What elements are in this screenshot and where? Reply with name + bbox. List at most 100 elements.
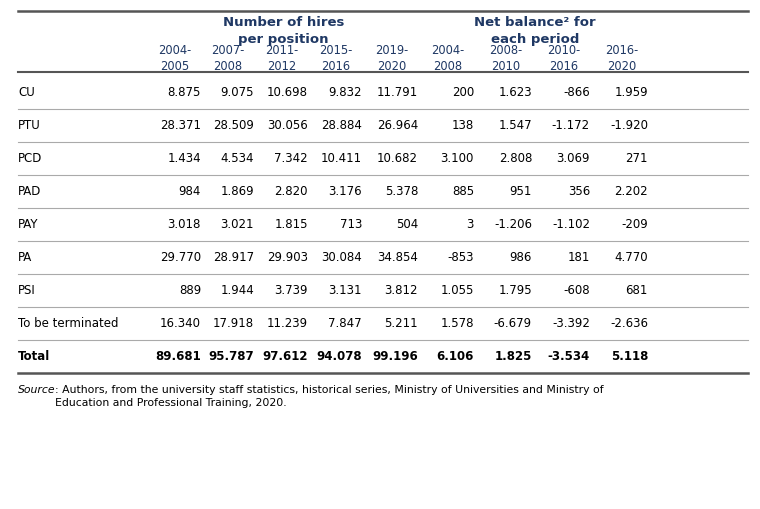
Text: 99.196: 99.196 (372, 350, 418, 363)
Text: 26.964: 26.964 (377, 119, 418, 132)
Text: 9.832: 9.832 (328, 86, 362, 99)
Text: 8.875: 8.875 (168, 86, 201, 99)
Text: 1.434: 1.434 (167, 152, 201, 165)
Text: 3.812: 3.812 (385, 284, 418, 297)
Text: -853: -853 (448, 251, 474, 264)
Text: 1.623: 1.623 (499, 86, 532, 99)
Text: 5.211: 5.211 (385, 317, 418, 330)
Text: -1.206: -1.206 (494, 218, 532, 231)
Text: 1.869: 1.869 (220, 185, 254, 198)
Text: 3.131: 3.131 (328, 284, 362, 297)
Text: 3.739: 3.739 (274, 284, 308, 297)
Text: 1.795: 1.795 (499, 284, 532, 297)
Text: 2011-
2012: 2011- 2012 (265, 44, 299, 73)
Text: 1.815: 1.815 (274, 218, 308, 231)
Text: 2008-
2010: 2008- 2010 (489, 44, 523, 73)
Text: 9.075: 9.075 (220, 86, 254, 99)
Text: Source: Source (18, 385, 55, 395)
Text: To be terminated: To be terminated (18, 317, 119, 330)
Text: 713: 713 (340, 218, 362, 231)
Text: 504: 504 (396, 218, 418, 231)
Text: 138: 138 (451, 119, 474, 132)
Text: 986: 986 (510, 251, 532, 264)
Text: 1.578: 1.578 (441, 317, 474, 330)
Text: 3.176: 3.176 (328, 185, 362, 198)
Text: PAY: PAY (18, 218, 39, 231)
Text: 2004-
2005: 2004- 2005 (158, 44, 192, 73)
Text: 951: 951 (510, 185, 532, 198)
Text: 16.340: 16.340 (160, 317, 201, 330)
Text: 1.055: 1.055 (441, 284, 474, 297)
Text: 89.681: 89.681 (155, 350, 201, 363)
Text: : Authors, from the university staff statistics, historical series, Ministry of : : Authors, from the university staff sta… (55, 385, 603, 408)
Text: 681: 681 (625, 284, 648, 297)
Text: -2.636: -2.636 (610, 317, 648, 330)
Text: 885: 885 (452, 185, 474, 198)
Text: 94.078: 94.078 (316, 350, 362, 363)
Text: 10.411: 10.411 (321, 152, 362, 165)
Text: 2016-
2020: 2016- 2020 (606, 44, 638, 73)
Text: 29.770: 29.770 (160, 251, 201, 264)
Text: Net balance² for
each period: Net balance² for each period (474, 16, 596, 46)
Text: 7.847: 7.847 (328, 317, 362, 330)
Text: 3.021: 3.021 (220, 218, 254, 231)
Text: 271: 271 (625, 152, 648, 165)
Text: -608: -608 (563, 284, 590, 297)
Text: 4.770: 4.770 (614, 251, 648, 264)
Text: 1.944: 1.944 (220, 284, 254, 297)
Text: Number of hires
per position: Number of hires per position (223, 16, 344, 46)
Text: -3.534: -3.534 (548, 350, 590, 363)
Text: PTU: PTU (18, 119, 41, 132)
Text: 30.084: 30.084 (321, 251, 362, 264)
Text: 11.239: 11.239 (267, 317, 308, 330)
Text: 30.056: 30.056 (268, 119, 308, 132)
Text: PA: PA (18, 251, 32, 264)
Text: 28.371: 28.371 (160, 119, 201, 132)
Text: -1.172: -1.172 (552, 119, 590, 132)
Text: 28.884: 28.884 (321, 119, 362, 132)
Text: Total: Total (18, 350, 50, 363)
Text: 2.202: 2.202 (614, 185, 648, 198)
Text: -209: -209 (621, 218, 648, 231)
Text: 984: 984 (179, 185, 201, 198)
Text: -1.920: -1.920 (610, 119, 648, 132)
Text: 5.118: 5.118 (610, 350, 648, 363)
Text: 3.069: 3.069 (556, 152, 590, 165)
Text: 5.378: 5.378 (385, 185, 418, 198)
Text: 200: 200 (451, 86, 474, 99)
Text: PSI: PSI (18, 284, 36, 297)
Text: 3.100: 3.100 (441, 152, 474, 165)
Text: 181: 181 (568, 251, 590, 264)
Text: 4.534: 4.534 (220, 152, 254, 165)
Text: 10.682: 10.682 (377, 152, 418, 165)
Text: -1.102: -1.102 (552, 218, 590, 231)
Text: PAD: PAD (18, 185, 41, 198)
Text: 17.918: 17.918 (213, 317, 254, 330)
Text: 889: 889 (179, 284, 201, 297)
Text: 11.791: 11.791 (377, 86, 418, 99)
Text: 1.547: 1.547 (499, 119, 532, 132)
Text: 2.808: 2.808 (499, 152, 532, 165)
Text: 2010-
2016: 2010- 2016 (547, 44, 581, 73)
Text: 2007-
2008: 2007- 2008 (211, 44, 245, 73)
Text: 28.509: 28.509 (213, 119, 254, 132)
Text: 2004-
2008: 2004- 2008 (432, 44, 464, 73)
Text: 97.612: 97.612 (262, 350, 308, 363)
Text: 28.917: 28.917 (213, 251, 254, 264)
Text: 1.959: 1.959 (614, 86, 648, 99)
Text: -6.679: -6.679 (494, 317, 532, 330)
Text: 2019-
2020: 2019- 2020 (375, 44, 409, 73)
Text: 34.854: 34.854 (377, 251, 418, 264)
Text: 7.342: 7.342 (274, 152, 308, 165)
Text: 95.787: 95.787 (208, 350, 254, 363)
Text: 3: 3 (467, 218, 474, 231)
Text: 10.698: 10.698 (267, 86, 308, 99)
Text: 1.825: 1.825 (495, 350, 532, 363)
Text: 2.820: 2.820 (274, 185, 308, 198)
Text: 6.106: 6.106 (437, 350, 474, 363)
Text: CU: CU (18, 86, 35, 99)
Text: 3.018: 3.018 (168, 218, 201, 231)
Text: 2015-
2016: 2015- 2016 (319, 44, 353, 73)
Text: 356: 356 (568, 185, 590, 198)
Text: -3.392: -3.392 (552, 317, 590, 330)
